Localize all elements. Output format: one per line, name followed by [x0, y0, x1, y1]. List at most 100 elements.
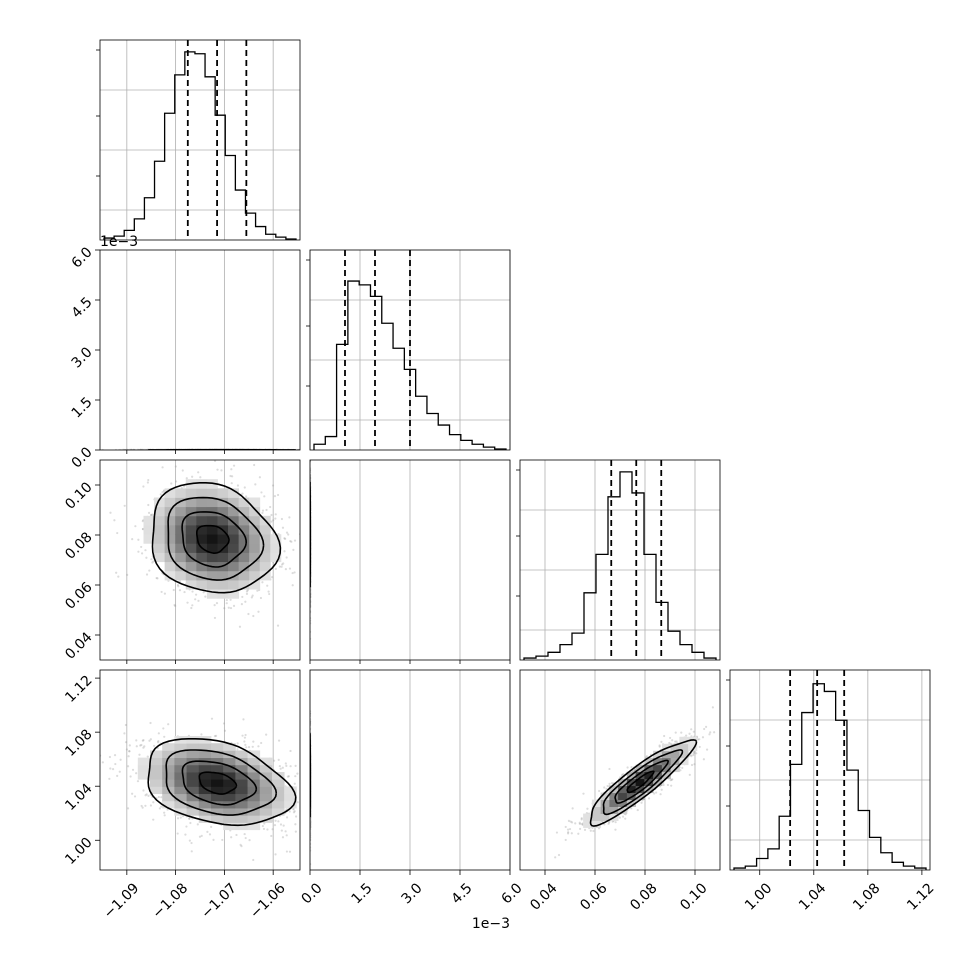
sample-point	[266, 585, 268, 587]
sample-point	[68, 449, 70, 451]
sample-point	[286, 532, 288, 534]
sample-point	[244, 486, 246, 488]
sample-point	[220, 469, 222, 471]
density-cell	[207, 553, 218, 563]
sample-point	[109, 756, 111, 758]
sample-point	[302, 449, 304, 451]
sample-point	[147, 481, 149, 483]
density-cell	[154, 534, 165, 544]
density-cell	[196, 516, 207, 526]
sample-point	[164, 814, 166, 816]
sample-point	[191, 604, 193, 606]
sample-point	[199, 476, 201, 478]
sample-point	[259, 476, 261, 478]
sample-point	[131, 538, 133, 540]
scatter-panel	[309, 459, 510, 660]
sample-point	[301, 848, 303, 850]
density-cell	[186, 534, 197, 544]
sample-point	[245, 495, 247, 497]
sample-point	[285, 568, 287, 570]
sample-point	[246, 593, 248, 595]
sample-point	[216, 469, 218, 471]
sample-point	[262, 510, 264, 512]
sample-point	[244, 734, 246, 736]
sample-point	[141, 552, 143, 554]
sample-point	[274, 495, 276, 497]
sample-point	[252, 615, 254, 617]
density-cell	[175, 488, 186, 498]
density-cell	[154, 516, 165, 526]
sample-point	[247, 613, 249, 615]
sample-point	[194, 598, 196, 600]
sample-point	[251, 596, 253, 598]
sample-point	[226, 599, 228, 601]
sample-point	[288, 516, 290, 518]
histogram-panel	[306, 250, 510, 450]
sample-point	[184, 834, 186, 836]
density-cell	[249, 534, 260, 544]
sample-point	[253, 464, 255, 466]
sample-point	[137, 539, 139, 541]
sample-point	[186, 477, 188, 479]
density-cell	[249, 543, 260, 553]
sample-point	[223, 607, 225, 609]
sample-point	[260, 597, 262, 599]
sample-point	[274, 853, 276, 855]
density-cell	[228, 507, 239, 517]
density-cell	[143, 516, 154, 526]
sample-point	[254, 483, 256, 485]
sample-point	[144, 805, 146, 807]
sample-point	[292, 572, 294, 574]
sample-point	[294, 539, 296, 541]
sample-point	[248, 746, 250, 748]
sample-point	[261, 581, 263, 583]
sample-point	[300, 449, 302, 451]
density-cell	[196, 553, 207, 563]
density-cell	[228, 543, 239, 553]
density-cell	[228, 516, 239, 526]
sample-point	[282, 527, 284, 529]
sample-point	[148, 569, 150, 571]
sample-point	[113, 519, 115, 521]
sample-point	[286, 816, 288, 818]
sample-point	[272, 519, 274, 521]
sample-point	[301, 449, 303, 451]
sample-point	[280, 566, 282, 568]
density-cell	[207, 534, 218, 544]
sample-point	[210, 826, 212, 828]
sample-point	[233, 605, 235, 607]
sample-point	[241, 603, 243, 605]
sample-point	[173, 604, 175, 606]
density-cell	[186, 525, 197, 535]
sample-point	[137, 551, 139, 553]
sample-point	[287, 533, 289, 535]
density-cell	[154, 525, 165, 535]
sample-point	[214, 604, 216, 606]
sample-point	[146, 573, 148, 575]
density-cell	[175, 525, 186, 535]
histogram-panel	[726, 670, 930, 870]
sample-point	[292, 549, 294, 551]
sample-point	[230, 836, 232, 838]
sample-point	[241, 596, 243, 598]
density-cell	[217, 488, 228, 498]
density-cell	[175, 507, 186, 517]
sample-point	[274, 517, 276, 519]
density-cell	[186, 516, 197, 526]
sample-point	[144, 549, 146, 551]
sample-point	[123, 732, 125, 734]
sample-point	[203, 591, 205, 593]
sample-point	[160, 493, 162, 495]
sample-point	[175, 480, 177, 482]
sample-point	[303, 449, 305, 451]
sample-point	[182, 469, 184, 471]
sample-point	[221, 839, 223, 841]
sample-point	[158, 796, 160, 798]
density-cell	[196, 580, 207, 590]
sample-point	[248, 839, 250, 841]
density-cell	[249, 516, 260, 526]
sample-point	[252, 741, 254, 743]
sample-point	[117, 576, 119, 578]
sample-point	[150, 514, 152, 516]
